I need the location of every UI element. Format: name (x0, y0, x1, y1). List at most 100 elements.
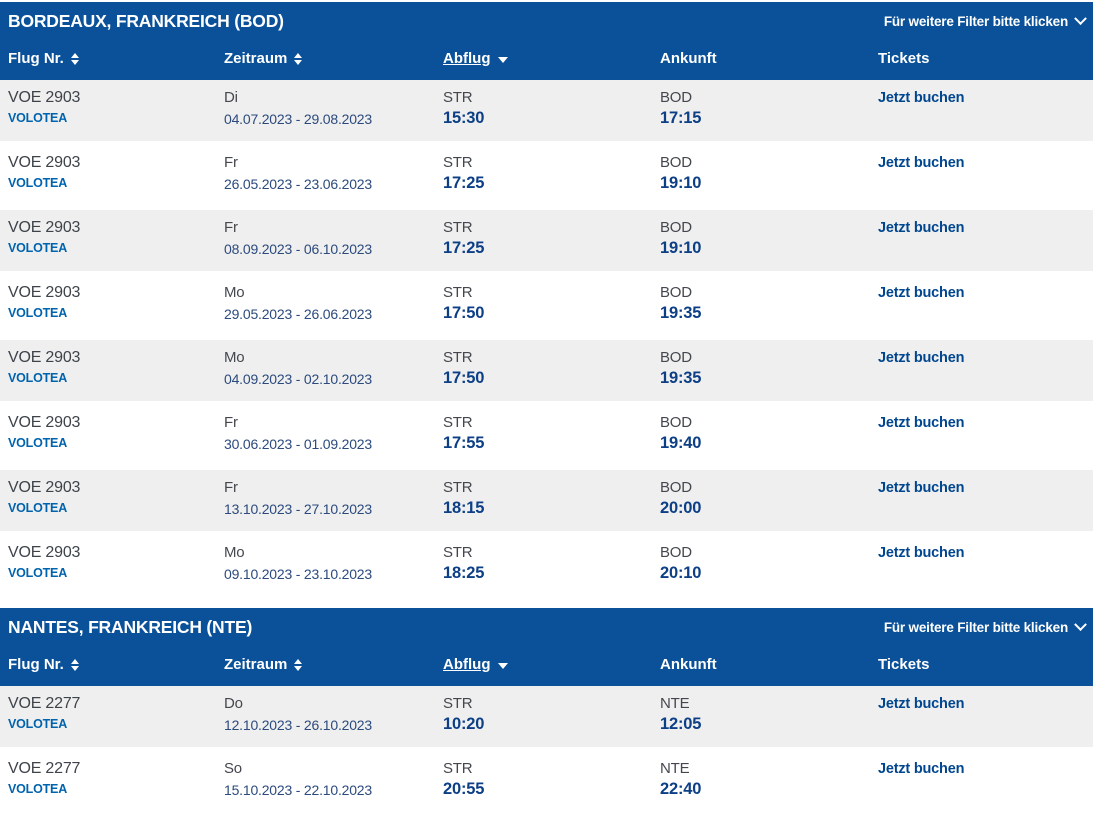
date-period: 29.05.2023 - 26.06.2023 (224, 306, 372, 322)
column-header-zeitraum[interactable]: Zeitraum (224, 50, 303, 67)
weekday: Fr (224, 414, 238, 431)
flight-row: VOE 2903 VOLOTEA Fr 26.05.2023 - 23.06.2… (0, 145, 1093, 206)
flight-row: VOE 2903 VOLOTEA Fr 08.09.2023 - 06.10.2… (0, 210, 1093, 271)
flight-row: VOE 2277 VOLOTEA Do 12.10.2023 - 26.10.2… (0, 686, 1093, 747)
departure-airport-code: STR (443, 219, 473, 236)
flight-row: VOE 2277 VOLOTEA So 15.10.2023 - 22.10.2… (0, 751, 1093, 812)
book-now-link[interactable]: Jetzt buchen (878, 415, 965, 431)
arrival-airport-code: BOD (660, 414, 692, 431)
arrival-airport-code: BOD (660, 349, 692, 366)
arrival-time: 19:35 (660, 369, 702, 387)
filter-toggle[interactable]: Für weitere Filter bitte klicken (883, 11, 1087, 29)
flight-number: VOE 2903 (8, 284, 81, 301)
column-header-abflug[interactable]: Abflug (443, 656, 509, 673)
arrival-time: 19:35 (660, 304, 702, 322)
triangle-down-icon (294, 59, 303, 65)
triangle-up-icon (294, 658, 303, 664)
triangle-down-icon (70, 59, 79, 65)
triangle-up-icon (294, 52, 303, 58)
filter-toggle[interactable]: Für weitere Filter bitte klicken (883, 617, 1087, 635)
airline-name: VOLOTEA (8, 782, 68, 796)
arrival-time: 22:40 (660, 780, 702, 798)
book-now-link[interactable]: Jetzt buchen (878, 90, 965, 106)
book-now-link[interactable]: Jetzt buchen (878, 350, 965, 366)
weekday: Fr (224, 219, 238, 236)
column-header-tickets: Tickets (878, 656, 930, 673)
chevron-down-icon (1074, 617, 1087, 631)
column-header-flugnr[interactable]: Flug Nr. (8, 50, 79, 67)
departure-airport-code: STR (443, 695, 473, 712)
destination-section: BORDEAUX, FRANKREICH (BOD) Für weitere F… (0, 2, 1093, 596)
departure-time: 17:25 (443, 239, 485, 257)
triangle-down-icon (498, 663, 509, 669)
column-header-abflug[interactable]: Abflug (443, 50, 509, 67)
triangle-up-icon (70, 52, 79, 58)
airline-name: VOLOTEA (8, 717, 68, 731)
departure-time: 17:25 (443, 174, 485, 192)
departure-airport-code: STR (443, 284, 473, 301)
arrival-airport-code: NTE (660, 695, 690, 712)
airline-name: VOLOTEA (8, 241, 68, 255)
column-header-row: Flug Nr. Zeitraum (8, 640, 1085, 686)
flight-row: VOE 2903 VOLOTEA Mo 09.10.2023 - 23.10.2… (0, 535, 1093, 596)
section-header: NANTES, FRANKREICH (NTE) Für weitere Fil… (0, 608, 1093, 686)
book-now-link[interactable]: Jetzt buchen (878, 545, 965, 561)
arrival-time: 20:10 (660, 564, 702, 582)
flight-number: VOE 2277 (8, 760, 81, 777)
book-now-link[interactable]: Jetzt buchen (878, 155, 965, 171)
departure-airport-code: STR (443, 349, 473, 366)
triangle-down-icon (70, 665, 79, 671)
sort-arrows-icon (294, 658, 303, 671)
departure-time: 10:20 (443, 715, 485, 733)
departure-time: 17:50 (443, 304, 485, 322)
airline-name: VOLOTEA (8, 436, 68, 450)
flight-row: VOE 2903 VOLOTEA Mo 04.09.2023 - 02.10.2… (0, 340, 1093, 401)
sort-arrows-icon (70, 658, 79, 671)
departure-airport-code: STR (443, 154, 473, 171)
section-title: NANTES, FRANKREICH (NTE) (8, 616, 253, 637)
weekday: Mo (224, 544, 245, 561)
book-now-link[interactable]: Jetzt buchen (878, 220, 965, 236)
departure-airport-code: STR (443, 414, 473, 431)
column-header-flugnr[interactable]: Flug Nr. (8, 656, 79, 673)
date-period: 09.10.2023 - 23.10.2023 (224, 566, 372, 582)
arrival-airport-code: BOD (660, 544, 692, 561)
flight-number: VOE 2903 (8, 89, 81, 106)
column-header-abflug-label: Abflug (443, 50, 491, 67)
flight-number: VOE 2903 (8, 154, 81, 171)
book-now-link[interactable]: Jetzt buchen (878, 761, 965, 777)
destination-section: NANTES, FRANKREICH (NTE) Für weitere Fil… (0, 608, 1093, 812)
flight-row: VOE 2903 VOLOTEA Mo 29.05.2023 - 26.06.2… (0, 275, 1093, 336)
book-now-link[interactable]: Jetzt buchen (878, 696, 965, 712)
arrival-airport-code: BOD (660, 219, 692, 236)
departure-airport-code: STR (443, 479, 473, 496)
book-now-link[interactable]: Jetzt buchen (878, 480, 965, 496)
arrival-time: 17:15 (660, 109, 702, 127)
book-now-link[interactable]: Jetzt buchen (878, 285, 965, 301)
date-period: 04.07.2023 - 29.08.2023 (224, 111, 372, 127)
departure-time: 17:55 (443, 434, 485, 452)
airline-name: VOLOTEA (8, 306, 68, 320)
departure-airport-code: STR (443, 760, 473, 777)
flight-rows: VOE 2903 VOLOTEA Di 04.07.2023 - 29.08.2… (0, 80, 1093, 596)
filter-toggle-label: Für weitere Filter bitte klicken (883, 13, 1068, 29)
airline-name: VOLOTEA (8, 371, 68, 385)
departure-airport-code: STR (443, 89, 473, 106)
filter-toggle-label: Für weitere Filter bitte klicken (883, 619, 1068, 635)
arrival-time: 19:40 (660, 434, 702, 452)
sort-arrows-icon (70, 52, 79, 65)
airline-name: VOLOTEA (8, 111, 68, 125)
departure-time: 17:50 (443, 369, 485, 387)
flight-row: VOE 2903 VOLOTEA Di 04.07.2023 - 29.08.2… (0, 80, 1093, 141)
flight-number: VOE 2903 (8, 479, 81, 496)
column-header-zeitraum[interactable]: Zeitraum (224, 656, 303, 673)
section-header: BORDEAUX, FRANKREICH (BOD) Für weitere F… (0, 2, 1093, 80)
flight-number: VOE 2903 (8, 414, 81, 431)
arrival-time: 12:05 (660, 715, 702, 733)
weekday: Di (224, 89, 238, 106)
airline-name: VOLOTEA (8, 176, 68, 190)
departure-airport-code: STR (443, 544, 473, 561)
arrival-time: 20:00 (660, 499, 702, 517)
date-period: 04.09.2023 - 02.10.2023 (224, 371, 372, 387)
chevron-down-icon (1074, 11, 1087, 25)
